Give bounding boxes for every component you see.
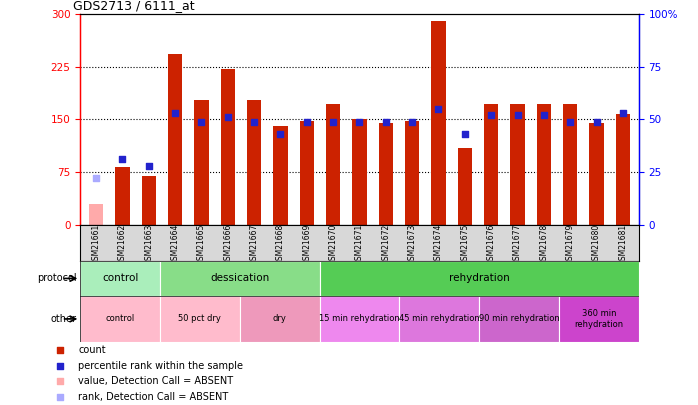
- Text: percentile rank within the sample: percentile rank within the sample: [78, 361, 243, 371]
- Bar: [405, 121, 419, 225]
- Text: other: other: [51, 314, 77, 324]
- Point: [143, 162, 154, 169]
- Point: [617, 110, 628, 116]
- Text: 360 min
rehydration: 360 min rehydration: [574, 309, 623, 328]
- Text: count: count: [78, 345, 105, 355]
- Point: [54, 347, 66, 353]
- Text: 15 min rehydration: 15 min rehydration: [319, 314, 400, 324]
- Point: [327, 118, 339, 125]
- Point: [222, 114, 233, 121]
- Bar: [559, 296, 639, 342]
- Text: dry: dry: [273, 314, 287, 324]
- Text: 90 min rehydration: 90 min rehydration: [479, 314, 559, 324]
- Point: [248, 118, 260, 125]
- Text: dessication: dessication: [210, 273, 269, 283]
- Bar: [510, 104, 525, 225]
- Bar: [479, 296, 559, 342]
- Text: rank, Detection Call = ABSENT: rank, Detection Call = ABSENT: [78, 392, 228, 402]
- Point: [591, 118, 602, 125]
- Point: [459, 131, 470, 137]
- Bar: [160, 261, 320, 296]
- Point: [196, 118, 207, 125]
- Bar: [537, 104, 551, 225]
- Bar: [431, 21, 446, 225]
- Point: [433, 106, 444, 112]
- Bar: [563, 104, 577, 225]
- Bar: [115, 167, 130, 225]
- Bar: [320, 296, 399, 342]
- Point: [91, 175, 102, 182]
- Point: [275, 131, 286, 137]
- Bar: [221, 69, 235, 225]
- Text: 45 min rehydration: 45 min rehydration: [399, 314, 480, 324]
- Point: [512, 112, 523, 119]
- Text: control: control: [105, 314, 135, 324]
- Bar: [378, 123, 393, 225]
- Point: [354, 118, 365, 125]
- Point: [170, 110, 181, 116]
- Point: [380, 118, 392, 125]
- Bar: [484, 104, 498, 225]
- Point: [117, 156, 128, 163]
- Bar: [247, 100, 261, 225]
- Point: [565, 118, 576, 125]
- Bar: [320, 261, 639, 296]
- Text: 50 pct dry: 50 pct dry: [179, 314, 221, 324]
- Point: [302, 118, 313, 125]
- Text: GDS2713 / 6111_at: GDS2713 / 6111_at: [73, 0, 195, 12]
- Bar: [616, 114, 630, 225]
- Bar: [80, 296, 160, 342]
- Bar: [399, 296, 479, 342]
- Bar: [194, 100, 209, 225]
- Point: [538, 112, 549, 119]
- Bar: [89, 204, 103, 225]
- Bar: [168, 54, 182, 225]
- Bar: [589, 123, 604, 225]
- Text: value, Detection Call = ABSENT: value, Detection Call = ABSENT: [78, 377, 233, 386]
- Bar: [160, 296, 240, 342]
- Text: rehydration: rehydration: [449, 273, 510, 283]
- Point: [54, 378, 66, 385]
- Bar: [326, 104, 341, 225]
- Point: [54, 362, 66, 369]
- Point: [406, 118, 417, 125]
- Point: [486, 112, 497, 119]
- Point: [54, 394, 66, 401]
- Text: control: control: [102, 273, 138, 283]
- Text: protocol: protocol: [37, 273, 77, 283]
- Bar: [80, 261, 160, 296]
- Bar: [273, 126, 288, 225]
- Bar: [299, 121, 314, 225]
- Bar: [142, 176, 156, 225]
- Bar: [352, 119, 366, 225]
- Bar: [240, 296, 320, 342]
- Bar: [458, 147, 472, 225]
